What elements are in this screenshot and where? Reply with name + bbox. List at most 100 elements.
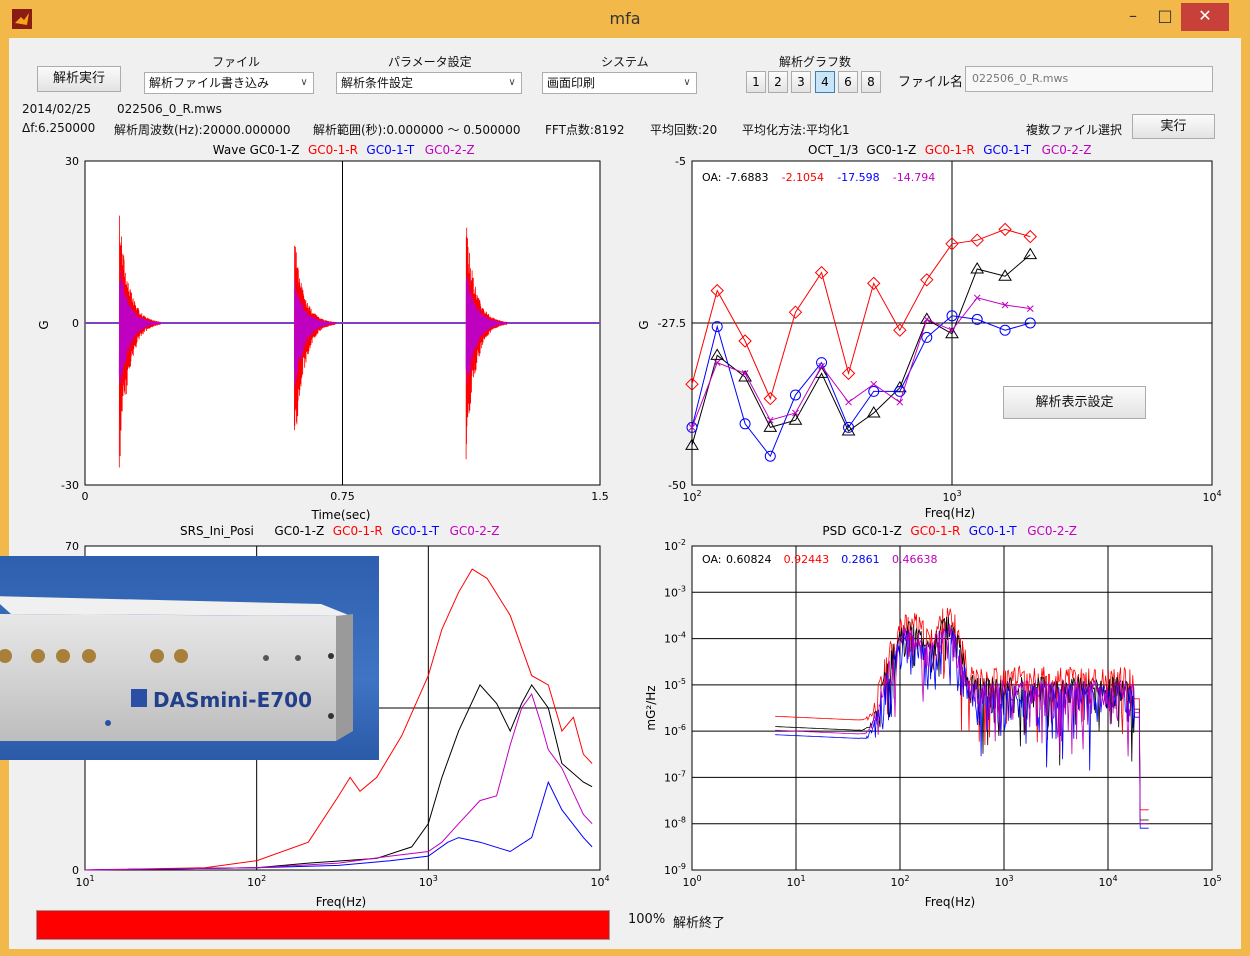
wave-xtick-2: 1.5 [591,490,609,503]
window-title: mfa [609,9,641,28]
matlab-app-icon [12,9,32,29]
exec-button[interactable]: 実行 [1132,114,1215,139]
srs-legend-0: SRS_Ini_Posi [180,524,254,538]
oct-marker-2-13 [1024,317,1036,329]
psd-legend-2: GC0-1-R [910,524,960,538]
srs-series-0 [84,683,593,871]
graph-count-4[interactable]: 4 [815,71,835,93]
psd-oa-value-2: 0.2861 [841,553,880,566]
kyowa-logo-icon [131,689,147,707]
oct-ytick-2: -50 [668,479,686,492]
srs-xlabel: Freq(Hz) [316,895,366,909]
psd-legend-4: GC0-2-Z [1027,524,1077,538]
psd-xtick-1: 101 [786,874,805,889]
oct-marker-0-13 [1023,247,1038,260]
oct-marker-0-9 [919,312,934,324]
file-combo[interactable]: 解析ファイル書き込み ∨ [144,72,314,94]
srs-series-1 [84,568,593,871]
file-label: ファイル [212,55,261,69]
progress-text: 100% [628,912,666,927]
info-avg-method: 平均化方法:平均化1 [742,123,850,137]
srs-legend-3: GC0-1-T [391,524,440,538]
srs-series-2 [84,780,593,871]
psd-oa-value-1: 0.92443 [784,553,830,566]
oct-marker-1-8 [893,323,907,337]
oct-marker-2-10 [946,310,958,322]
oct-marker-2-3 [764,450,776,462]
info-df: Δf:6.250000 [22,121,96,135]
psd-series-1 [775,607,1149,811]
info-range: 解析範囲(秒):0.000000 ～ 0.500000 [313,123,521,137]
srs-xtick-2: 103 [419,874,438,889]
oct-ytick-0: -5 [675,155,686,168]
run-analysis-button[interactable]: 解析実行 [37,66,121,92]
wave-ytick-2: -30 [61,479,79,492]
graph-count-1[interactable]: 1 [746,71,766,93]
psd-xtick-4: 104 [1098,874,1117,889]
wave-xlabel: Time(sec) [311,508,371,522]
graph-count-3[interactable]: 3 [791,71,811,93]
system-label: システム [601,55,649,69]
oct-legend-0: OCT_1/3 [808,143,858,157]
psd-xtick-2: 102 [890,874,909,889]
psd-xtick-5: 105 [1202,874,1221,889]
maximize-button[interactable]: □ [1157,6,1173,25]
oct-marker-3-8 [896,398,904,406]
wave-legend-0: Wave [213,143,246,157]
filename-field[interactable]: 022506_0_R.mws [965,66,1213,92]
oct-oa-label: OA: [702,171,722,184]
wave-xtick-1: 0.75 [330,490,355,503]
oct-marker-0-11 [970,262,985,274]
minimize-button[interactable]: – [1129,6,1137,25]
oct-marker-2-6 [843,421,855,433]
psd-legend-3: GC0-1-T [969,524,1018,538]
graph-count-2[interactable]: 2 [768,71,788,93]
param-combo[interactable]: 解析条件設定 ∨ [336,72,522,94]
psd-ytick-3: 10-5 [664,677,686,692]
oct-marker-3-6 [845,398,852,406]
graph-count-8[interactable]: 8 [861,71,881,93]
title-bar[interactable]: mfa – □ ✕ [0,0,1250,38]
oct-marker-2-7 [868,385,880,397]
oct-marker-1-5 [814,265,829,280]
oct-marker-1-11 [970,233,984,247]
psd-legend-0: PSD [822,524,846,538]
oct-legend-4: GC0-2-Z [1042,143,1092,157]
oct-marker-1-6 [841,366,856,381]
wave-ytick-1: 0 [72,317,79,330]
oct-marker-1-0 [685,377,699,391]
system-combo[interactable]: 画面印刷 ∨ [542,72,697,94]
chevron-down-icon: ∨ [300,77,308,88]
oct-marker-3-7 [870,380,878,388]
info-date: 2014/02/25 [22,102,92,116]
graph-count-6[interactable]: 6 [838,71,858,93]
oct-marker-1-3 [763,391,777,406]
oct-marker-0-1 [710,348,725,360]
graph-count-label: 解析グラフ数 [779,55,852,69]
srs-ytick-1: 0 [72,864,79,877]
oct-legend-3: GC0-1-T [983,143,1032,157]
oct-marker-3-13 [1026,305,1034,312]
multi-file-select-label: 複数ファイル選択 [1026,123,1123,137]
close-button[interactable]: ✕ [1181,3,1229,31]
psd-xtick-3: 103 [994,874,1013,889]
oct-marker-3-11 [973,294,981,302]
srs-legend-4: GC0-2-Z [450,524,500,538]
oct-legend-1: GC0-1-Z [866,143,916,157]
wave-impulse-1-1 [294,281,336,387]
progress-bar [36,910,610,940]
wave-xtick-0: 0 [82,490,89,503]
oct-marker-0-12 [998,269,1012,281]
oct-marker-2-1 [711,321,723,333]
oct-marker-2-11 [971,313,983,325]
oct-marker-2-5 [816,357,828,369]
srs-ytick-0: 70 [65,540,79,553]
file-combo-value: 解析ファイル書き込み [149,76,270,90]
oct-marker-3-5 [818,362,825,370]
oct-series-line-3 [691,297,1031,428]
oct-marker-3-3 [766,416,774,424]
display-settings-button[interactable]: 解析表示設定 [1003,386,1146,419]
psd-ytick-4: 10-6 [664,723,686,738]
oct-marker-2-4 [789,389,801,401]
oct-marker-1-12 [998,222,1012,237]
